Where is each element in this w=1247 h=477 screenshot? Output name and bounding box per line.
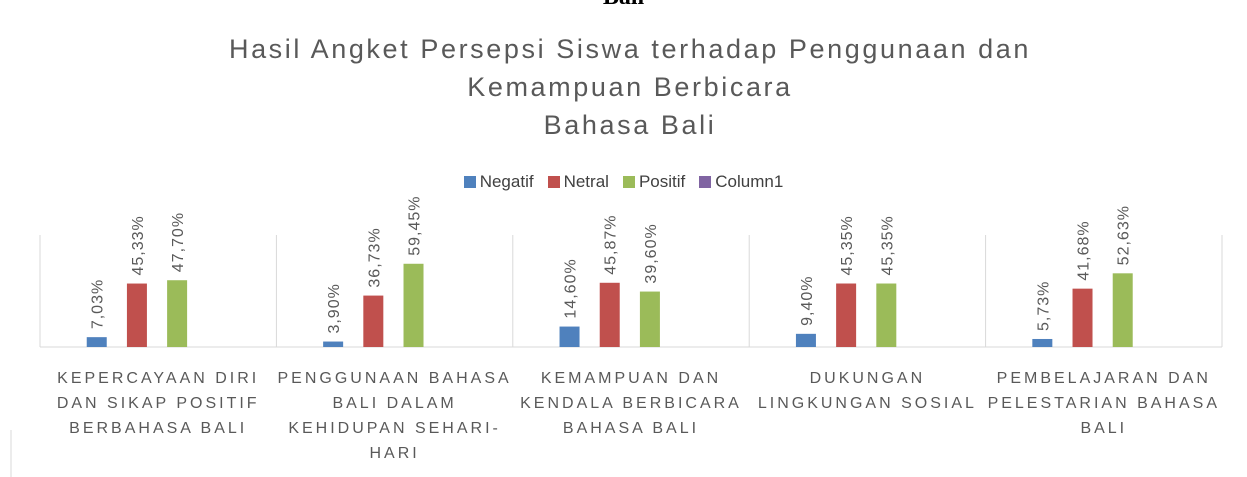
- data-label: 47,70%: [170, 212, 187, 272]
- bar: [1072, 288, 1093, 347]
- bar: [363, 295, 384, 347]
- bar: [876, 283, 897, 347]
- bar: [639, 291, 660, 347]
- bar: [167, 280, 188, 347]
- legend-label: Negatif: [479, 172, 534, 191]
- data-label: 45,87%: [603, 215, 620, 275]
- bar: [559, 326, 580, 347]
- bar: [1032, 338, 1053, 347]
- bar: [1112, 273, 1133, 347]
- bar: [323, 341, 344, 347]
- bar: [836, 283, 857, 347]
- data-label: 36,73%: [366, 227, 383, 287]
- data-label: 5,73%: [1035, 281, 1052, 331]
- legend-item: Negatif: [463, 172, 534, 192]
- legend-item: Column1: [699, 172, 783, 192]
- data-label: 7,03%: [90, 279, 107, 329]
- x-tick-label: PENGGUNAAN BAHASA BALI DALAM KEHIDUPAN S…: [277, 370, 512, 462]
- data-label: 45,35%: [879, 215, 896, 275]
- legend-swatch: [547, 176, 560, 188]
- bar: [126, 283, 147, 347]
- x-tick-label: KEMAMPUAN DAN KENDALA BERBICARA BAHASA B…: [520, 370, 742, 437]
- data-label: 39,60%: [643, 223, 660, 283]
- legend-swatch: [463, 176, 476, 188]
- legend-swatch: [622, 176, 635, 188]
- legend-label: Positif: [638, 172, 686, 191]
- data-label: 45,33%: [130, 215, 147, 275]
- bar: [795, 333, 816, 347]
- bar: [599, 282, 620, 347]
- legend-swatch: [699, 176, 712, 188]
- data-label: 9,40%: [799, 275, 816, 325]
- legend-item: Positif: [622, 172, 686, 192]
- legend: Negatif Netral Positif Column1: [0, 172, 1247, 192]
- legend-label: Column1: [715, 172, 784, 191]
- data-label: 41,68%: [1076, 220, 1093, 280]
- chart-title: Hasil Angket Persepsi Siswa terhadap Pen…: [228, 34, 1032, 140]
- data-label: 52,63%: [1116, 205, 1133, 265]
- x-tick-label: DUKUNGAN LINGKUNGAN SOSIAL: [757, 370, 977, 412]
- data-label: 3,90%: [326, 283, 343, 333]
- data-label: 59,45%: [407, 196, 424, 256]
- data-label: 45,35%: [839, 215, 856, 275]
- document-heading: Bali: [0, 0, 1247, 11]
- x-tick-label: PEMBELAJARAN DAN PELESTARIAN BAHASA BALI: [987, 370, 1220, 437]
- bar: [86, 337, 107, 347]
- bar: [403, 263, 424, 347]
- data-label: 14,60%: [563, 258, 580, 318]
- legend-item: Netral: [547, 172, 609, 192]
- legend-label: Netral: [563, 172, 609, 191]
- x-tick-label: KEPERCAYAAN DIRI DAN SIKAP POSITIF BERBA…: [56, 370, 260, 437]
